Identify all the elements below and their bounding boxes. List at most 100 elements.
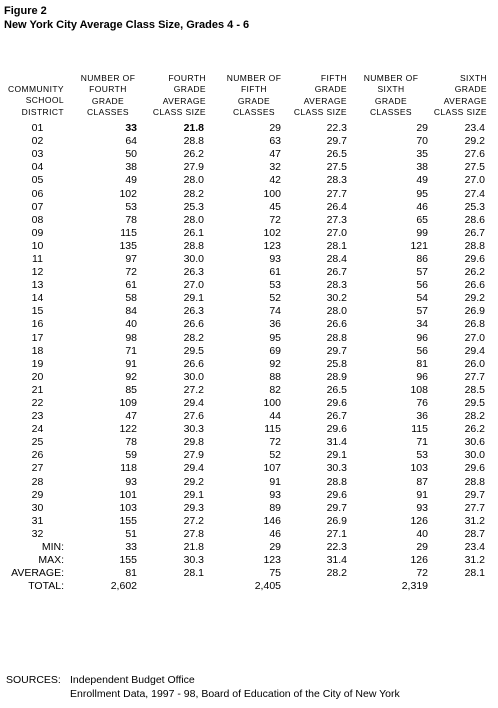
cell-fifth-classes: 52: [269, 449, 281, 462]
cell-fifth-classes: 47: [269, 148, 281, 161]
cell-sixth-average: 23.4: [464, 122, 485, 135]
cell-fifth-average: 27.0: [326, 226, 347, 239]
cell-fifth-average: [281, 580, 348, 593]
cell-sixth-classes: 40: [416, 527, 428, 540]
cell-fifth-classes: 69: [269, 344, 281, 357]
cell-fifth-average: 29.7: [326, 501, 347, 514]
cell-fourth-classes: 91: [125, 357, 137, 370]
cell-fourth-average: 27.2: [183, 514, 204, 527]
cell-fifth-average: 27.1: [326, 527, 347, 540]
cell-fifth-classes: 107: [263, 462, 281, 475]
cell-sixth-average: 26.8: [464, 318, 485, 331]
table-row: 27 118 29.4 107 30.3 103 29.6: [0, 462, 486, 475]
cell-fifth-average: 29.6: [326, 397, 347, 410]
cell-sixth-classes: 70: [416, 135, 428, 148]
cell-fifth-classes: 102: [263, 226, 281, 239]
cell-fifth-average: 22.3: [326, 122, 347, 135]
cell-fourth-average: 29.1: [183, 488, 204, 501]
table-row: 18 71 29.5 69 29.7 56 29.4: [0, 345, 486, 358]
cell-fifth-classes: 61: [269, 266, 281, 279]
cell-fifth-classes: 89: [269, 501, 281, 514]
cell-fourth-classes: 47: [125, 410, 137, 423]
cell-fourth-classes: 118: [120, 462, 137, 475]
cell-fifth-average: 28.0: [326, 305, 347, 318]
cell-district: 23: [31, 410, 44, 423]
cell-fourth-classes: 40: [125, 318, 137, 331]
table-row: 11 97 30.0 93 28.4 86 29.6: [0, 253, 486, 266]
cell-fourth-classes: 84: [125, 305, 137, 318]
cell-sixth-classes: 96: [416, 370, 428, 383]
cell-sixth-classes: 29: [416, 122, 428, 135]
cell-sixth-classes: 29: [416, 541, 428, 554]
table-row: 02 64 28.8 63 29.7 70 29.2: [0, 135, 486, 148]
cell-district: 10: [31, 239, 44, 252]
table-row: 01 33 21.8 29 22.3 29 23.4: [0, 122, 486, 135]
cell-fourth-average: 21.8: [183, 541, 204, 554]
header-fifth-classes: NUMBER OF FIFTH GRADE CLASSES: [226, 73, 282, 118]
cell-sixth-classes: 71: [416, 436, 428, 449]
cell-fifth-average: 26.9: [326, 514, 347, 527]
class-size-table: 01 33 21.8 29 22.3 29 23.4 02 64 28.8 63 29.7 70 29.2…: [0, 122, 486, 593]
cell-fifth-classes: 52: [269, 292, 281, 305]
cell-sixth-classes: 99: [416, 226, 428, 239]
cell-fourth-classes: 53: [125, 200, 137, 213]
cell-district: AVERAGE:: [11, 567, 64, 580]
cell-fourth-average: 21.8: [183, 122, 204, 135]
cell-fifth-classes: 88: [269, 370, 281, 383]
cell-fourth-classes: 155: [119, 514, 137, 527]
table-row: 28 93 29.2 91 28.8 87 28.8: [0, 476, 486, 489]
table-row: TOTAL: 2,602 2,405 2,319: [0, 580, 486, 593]
cell-sixth-classes: 86: [416, 252, 428, 265]
cell-fourth-average: 29.3: [183, 501, 204, 514]
cell-fourth-average: 28.1: [183, 567, 204, 580]
cell-sixth-average: 31.2: [464, 554, 485, 567]
cell-sixth-average: 30.0: [464, 449, 485, 462]
cell-fourth-average: 30.3: [183, 554, 204, 567]
cell-fourth-average: 28.2: [183, 187, 204, 200]
cell-fourth-classes: 64: [125, 135, 137, 148]
cell-sixth-average: 28.5: [464, 383, 485, 396]
cell-district: 15: [31, 305, 44, 318]
cell-sixth-classes: 34: [416, 318, 428, 331]
cell-fifth-classes: 100: [263, 187, 281, 200]
cell-sixth-classes: 53: [416, 449, 428, 462]
table-row: 05 49 28.0 42 28.3 49 27.0: [0, 174, 486, 187]
cell-fourth-classes: 38: [125, 161, 137, 174]
cell-fifth-classes: 45: [269, 200, 281, 213]
cell-district: 11: [32, 252, 43, 265]
cell-sixth-average: 29.7: [464, 488, 485, 501]
cell-sixth-classes: 96: [416, 331, 428, 344]
table-row: 06 102 28.2 100 27.7 95 27.4: [0, 187, 486, 200]
cell-sixth-average: 28.2: [464, 410, 485, 423]
cell-fifth-average: 27.3: [326, 213, 347, 226]
cell-fourth-classes: 115: [120, 226, 137, 239]
cell-fourth-classes: 78: [125, 213, 137, 226]
cell-sixth-classes: 35: [416, 148, 428, 161]
cell-district: 28: [31, 475, 44, 488]
table-row: AVERAGE: 81 28.1 75 28.2 72 28.1: [0, 567, 486, 580]
cell-fifth-average: 26.5: [326, 383, 347, 396]
table-row: 31 155 27.2 146 26.9 126 31.2: [0, 515, 486, 528]
cell-fifth-average: 26.6: [326, 318, 347, 331]
cell-fifth-classes: 123: [263, 554, 281, 567]
cell-fourth-classes: 58: [125, 292, 137, 305]
cell-fifth-classes: 36: [269, 318, 281, 331]
table-row: 32 51 27.8 46 27.1 40 28.7: [0, 528, 486, 541]
cell-fourth-classes: 135: [119, 239, 137, 252]
cell-district: 24: [31, 423, 44, 436]
cell-sixth-classes: 76: [416, 397, 428, 410]
table-row: 14 58 29.1 52 30.2 54 29.2: [0, 292, 486, 305]
cell-fourth-average: 27.9: [183, 449, 204, 462]
cell-fourth-average: 30.3: [183, 423, 204, 436]
cell-fifth-classes: 74: [269, 305, 281, 318]
cell-sixth-average: 26.9: [464, 305, 485, 318]
cell-fourth-average: 26.3: [183, 305, 204, 318]
cell-fifth-average: 22.3: [326, 541, 347, 554]
cell-fifth-average: 28.1: [326, 239, 347, 252]
cell-sixth-classes: 126: [410, 514, 428, 527]
cell-district: 22: [31, 397, 44, 410]
cell-fifth-average: 28.9: [326, 370, 347, 383]
cell-fifth-classes: 93: [269, 252, 281, 265]
cell-fourth-classes: 102: [119, 187, 137, 200]
cell-fifth-classes: 44: [269, 410, 281, 423]
